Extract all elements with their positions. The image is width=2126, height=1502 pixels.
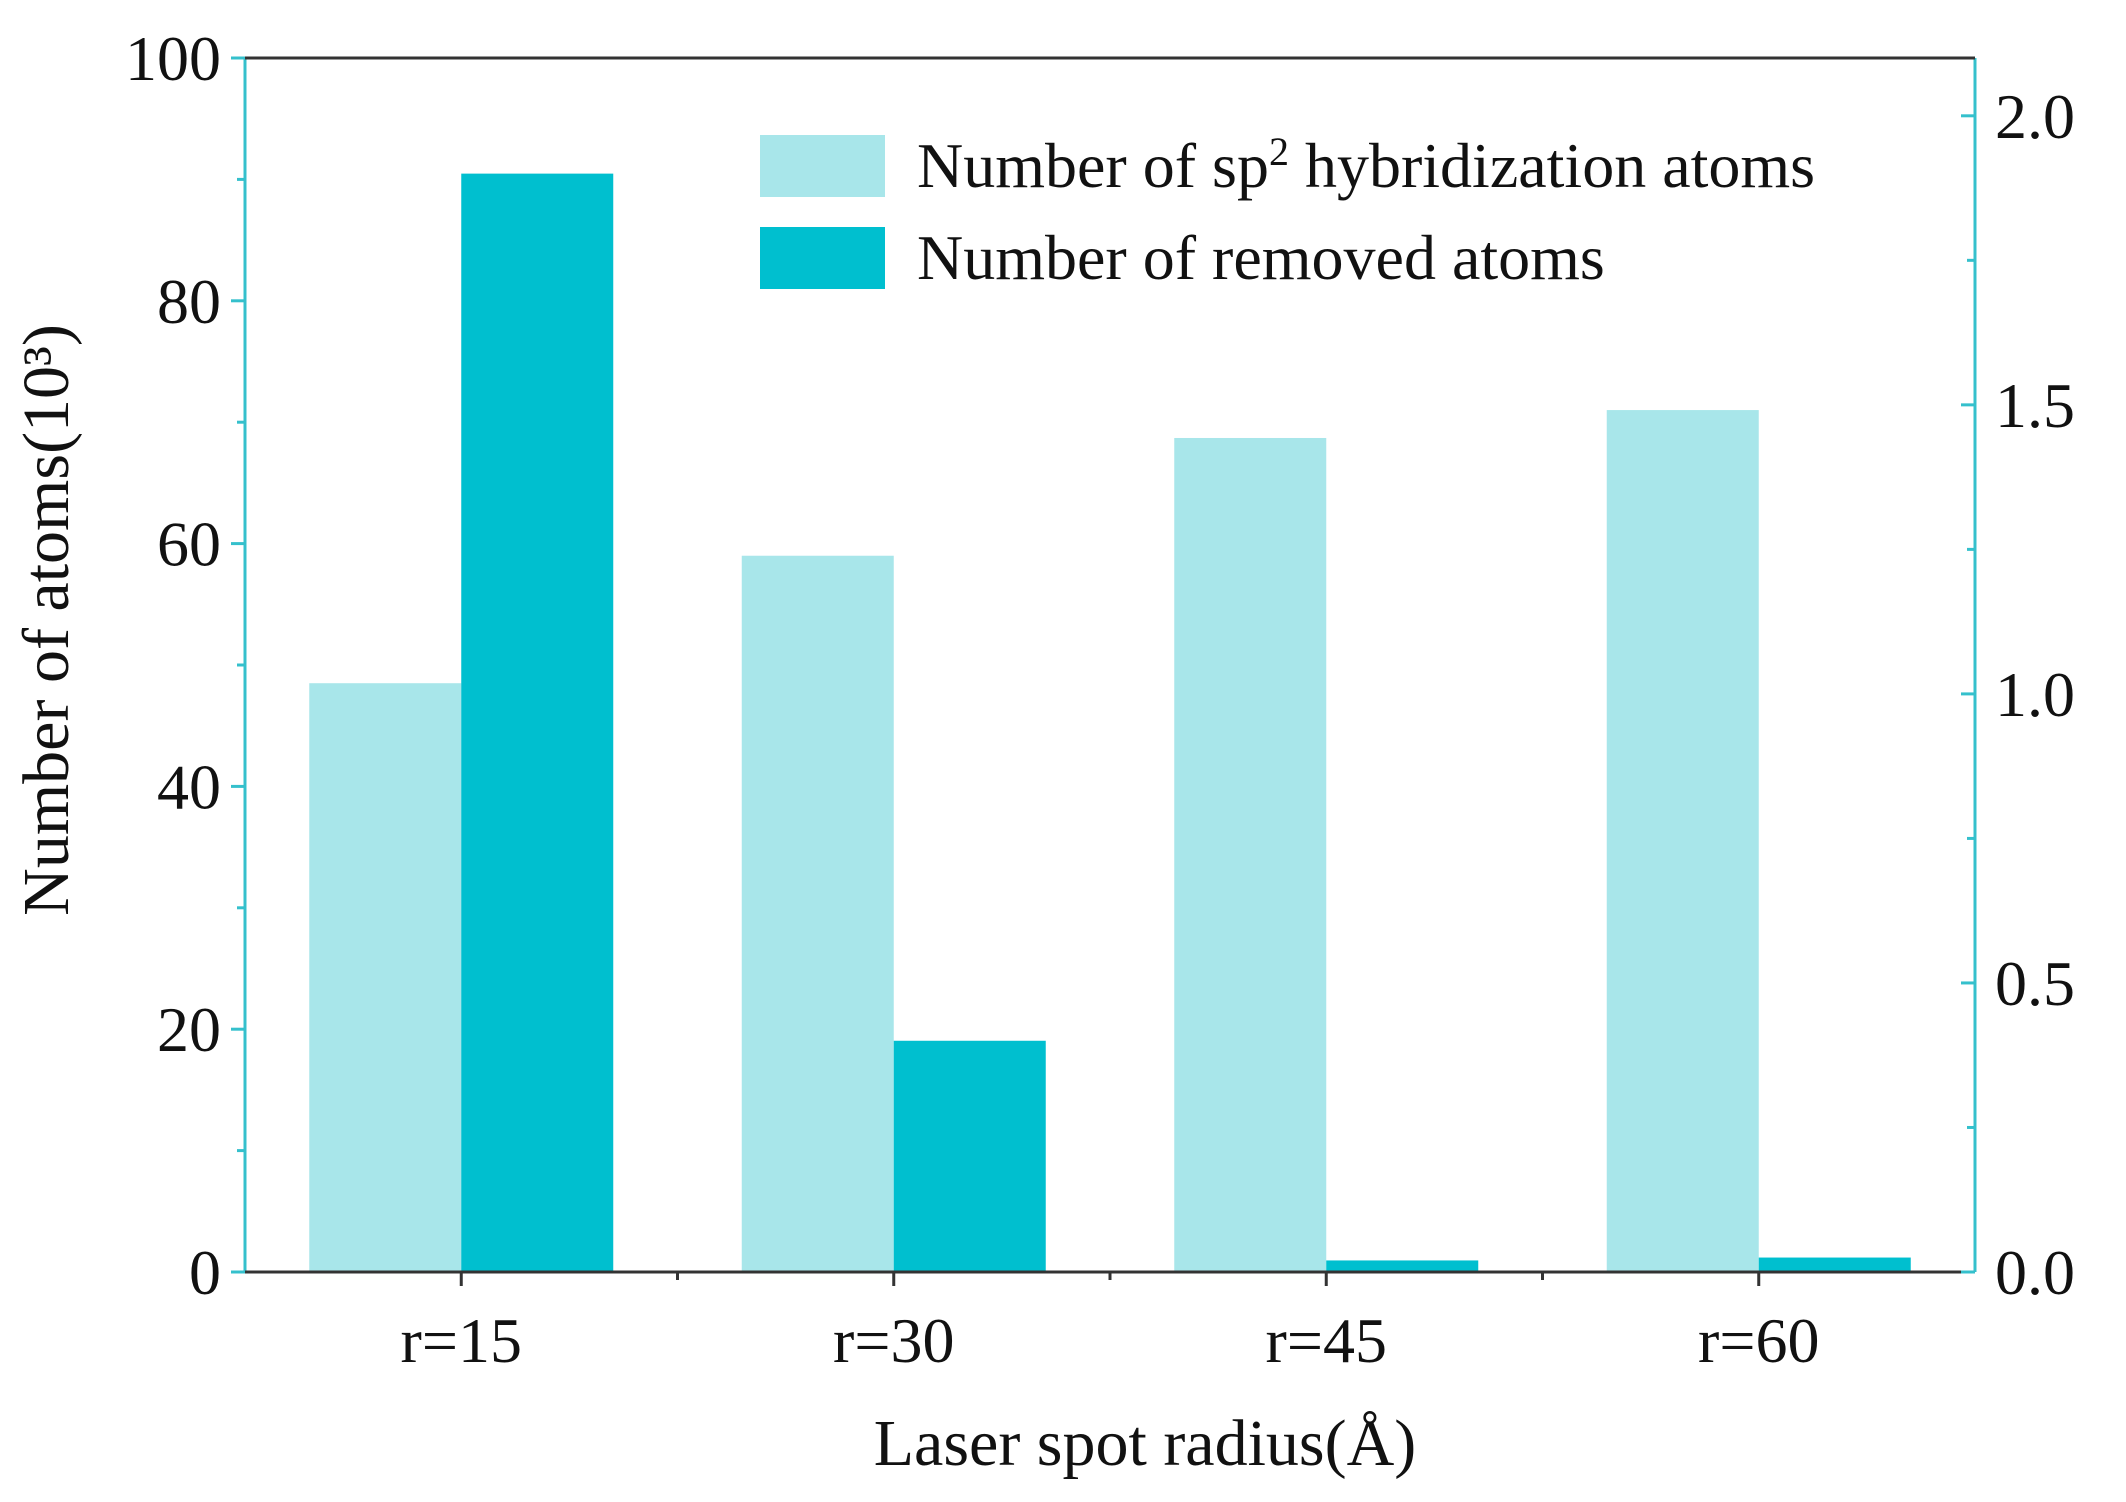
y2-tick-label: 0.5 xyxy=(1995,948,2075,1019)
bar-removed-3 xyxy=(1326,1260,1479,1272)
bar-sp2-3 xyxy=(1174,437,1327,1272)
y-tick-label: 0 xyxy=(189,1237,221,1308)
bar-sp2-2 xyxy=(741,555,894,1272)
x-tick-label: r=60 xyxy=(1698,1305,1819,1376)
y2-tick-label: 0.0 xyxy=(1995,1237,2075,1308)
x-tick-label: r=30 xyxy=(833,1305,954,1376)
y2-tick-label: 1.0 xyxy=(1995,659,2075,730)
legend: Number of sp2 hybridization atoms Number … xyxy=(760,129,1815,293)
y-tick-label: 40 xyxy=(157,751,221,822)
y2-tick-label: 2.0 xyxy=(1995,81,2075,152)
bar-removed-2 xyxy=(893,1040,1046,1272)
x-axis-title: Laser spot radius(Å) xyxy=(874,1407,1417,1480)
y-tick-label: 60 xyxy=(157,509,221,580)
legend-swatch-2 xyxy=(760,227,885,289)
legend-label-1: Number of sp2 hybridization atoms xyxy=(917,129,1815,202)
y-axis-title: Number of atoms(10³) xyxy=(10,324,83,916)
bar-sp2-4 xyxy=(1606,410,1759,1272)
x-tick-label: r=15 xyxy=(401,1305,522,1376)
bar-sp2-1 xyxy=(309,683,462,1272)
x-tick-label: r=45 xyxy=(1266,1305,1387,1376)
bar-removed-4 xyxy=(1758,1257,1911,1272)
y-tick-label: 20 xyxy=(157,994,221,1065)
axes: 0 20 40 60 80 100 0.0 0.5 1.0 1.5 2.0 r=15 r=30 r=45 r… xyxy=(125,23,2075,1376)
legend-swatch-1 xyxy=(760,135,885,197)
bar-removed-1 xyxy=(461,173,614,1273)
bars xyxy=(309,173,1911,1273)
legend-label-2: Number of removed atoms xyxy=(917,222,1605,293)
y-tick-label: 100 xyxy=(125,23,221,94)
y2-tick-label: 1.5 xyxy=(1995,370,2075,441)
y-tick-label: 80 xyxy=(157,266,221,337)
